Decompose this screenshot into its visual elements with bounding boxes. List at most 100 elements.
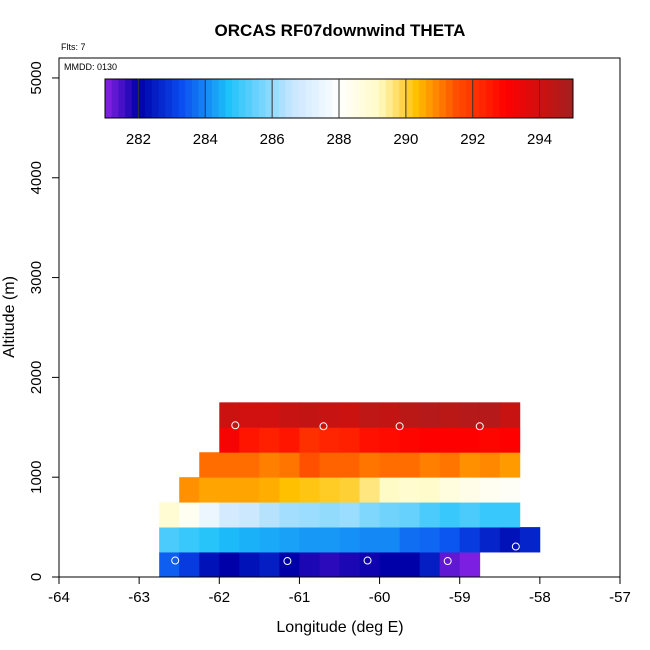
heatmap-cell-r6-c12 [459,402,481,428]
x-axis: -64 -63 -62 -61 -60 -59 -58 -57 [48,577,631,606]
flight-marker-3 [443,557,452,566]
flight-markers [171,421,520,566]
colorbar-segment-47 [419,79,427,118]
colorbar-segment-52 [452,79,460,118]
plot-frame [58,57,621,578]
heatmap-cell-r4-c0 [199,452,220,478]
heatmap-cell-r2-c9 [339,502,360,528]
flight-marker-8 [475,422,484,431]
heatmap-cell-r3-c1 [199,477,220,503]
heatmap-cell-r6-c10 [419,402,441,428]
heatmap-cell-r2-c2 [199,502,220,528]
heatmap-cell-r2-c3 [219,502,240,528]
colorbar-segment-7 [151,79,159,118]
heatmap-cell-r4-c4 [279,452,300,478]
colorbar-segment-54 [466,79,474,118]
colorbar-segment-53 [459,79,467,118]
colorbar-segment-63 [526,79,534,118]
colorbar-segment-45 [405,79,413,118]
heatmap-cell-r0-c5 [259,552,280,578]
flight-marker-1 [283,557,292,566]
heatmap-cell-r1-c10 [359,527,380,553]
heatmap-cell-r2-c15 [459,502,481,528]
colorbar-segment-15 [205,79,213,118]
heatmap-cell-r1-c7 [299,527,320,553]
heatmap-cell-r0-c10 [359,552,380,578]
heatmap-cell-r5-c8 [379,427,401,453]
colorbar-segment-50 [439,79,447,118]
colorbar-label-2: 286 [260,131,285,148]
colorbar-segment-18 [225,79,233,118]
flight-marker-6 [319,422,328,431]
flight-marker-5 [231,421,240,430]
heatmap-cell-r2-c10 [359,502,380,528]
heatmap-cell-r0-c15 [459,552,481,578]
colorbar-segment-35 [339,79,347,118]
heatmap-cell-r3-c6 [299,477,320,503]
heatmap-cell-r1-c17 [499,527,521,553]
heatmap-cell-r1-c6 [279,527,300,553]
colorbar-segment-49 [432,79,440,118]
colorbar-segment-4 [131,79,139,118]
heatmap-cell-r6-c4 [299,402,320,428]
colorbar-segment-24 [265,79,273,118]
colorbar-segment-19 [232,79,240,118]
colorbar-segment-38 [359,79,367,118]
heatmap-cell-r6-c8 [379,402,401,428]
heatmap-cell-r2-c1 [179,502,200,528]
colorbar-segment-57 [486,79,494,118]
heatmap-cell-r1-c5 [259,527,280,553]
colorbar-label-3: 288 [326,131,351,148]
colorbar-segment-46 [412,79,420,118]
heatmap-cell-r0-c7 [299,552,320,578]
heatmap-cell-r1-c9 [339,527,360,553]
heatmap-cell-r5-c1 [239,427,260,453]
colorbar-segment-42 [385,79,393,118]
heatmap-cell-r6-c1 [239,402,260,428]
heatmap-cell-r1-c4 [239,527,260,553]
colorbar-label-1: 284 [193,131,218,148]
heatmap-cell-r3-c8 [339,477,360,503]
colorbar-segment-66 [546,79,554,118]
heatmap-cell-r3-c2 [219,477,240,503]
heatmap-cell-r5-c11 [439,427,461,453]
colorbar-segment-14 [198,79,206,118]
colorbar: 282 284 286 288 290 292 294 [104,78,574,148]
heatmap-cell-r5-c12 [459,427,481,453]
heatmap-cell-r0-c11 [379,552,401,578]
colorbar-segment-20 [238,79,246,118]
colorbar-segment-13 [191,79,199,118]
heatmap-cell-r3-c9 [359,477,380,503]
x-tick-label-3: -61 [289,589,311,606]
heatmap-cell-r0-c1 [179,552,200,578]
y-tick-label-3: 3000 [28,261,45,294]
colorbar-segment-58 [492,79,500,118]
x-tick-label-4: -60 [369,589,391,606]
flight-marker-4 [511,542,520,551]
heatmap-cell-r1-c11 [379,527,401,553]
y-axis-label: Altitude (m) [1,276,18,358]
heatmap-cell-r1-c0 [159,527,180,553]
colorbar-segment-25 [272,79,280,118]
colorbar-segment-21 [245,79,253,118]
colorbar-segment-17 [218,79,226,118]
heatmap-cell-r1-c8 [319,527,340,553]
colorbar-segment-59 [499,79,507,118]
colorbar-segment-36 [345,79,353,118]
heatmap-cell-r4-c7 [339,452,360,478]
colorbar-segment-0 [105,79,113,118]
heatmap-cell-r0-c8 [319,552,340,578]
heatmap-cell-r4-c6 [319,452,340,478]
heatmap-cell-r2-c13 [419,502,441,528]
heatmap-cells [159,402,541,578]
heatmap-cell-r6-c9 [399,402,421,428]
colorbar-segment-65 [539,79,547,118]
colorbar-segment-3 [125,79,133,118]
heatmap-cell-r3-c11 [399,477,421,503]
colorbar-segment-44 [399,79,407,118]
heatmap-cell-r5-c6 [339,427,360,453]
y-axis: 0 1000 2000 3000 4000 5000 [28,61,59,581]
x-axis-label: Longitude (deg E) [276,619,403,636]
heatmap-cell-r4-c12 [439,452,461,478]
heatmap-cell-r0-c9 [339,552,360,578]
